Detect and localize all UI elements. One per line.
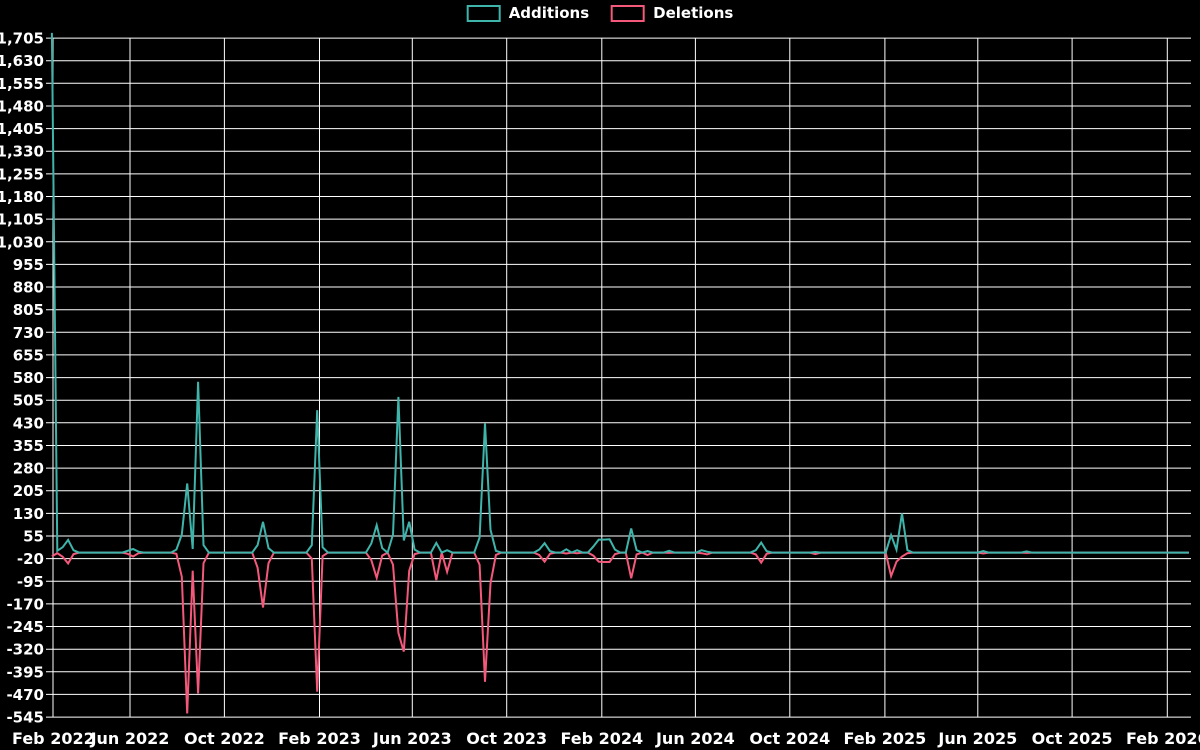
x-axis-tick-label: Oct 2023 (466, 729, 547, 748)
y-axis-tick-label: 1,555 (0, 75, 44, 93)
y-axis-tick-label: 1,180 (0, 188, 44, 206)
y-axis-tick-label: -320 (6, 641, 44, 659)
legend-item-additions: Additions (466, 4, 590, 22)
x-axis-tick-label: Oct 2024 (749, 729, 830, 748)
y-axis-tick-label: -95 (17, 573, 44, 591)
y-axis-tick-label: 430 (13, 414, 44, 432)
additions-line (50, 32, 1189, 555)
y-axis-tick-label: 1,330 (0, 143, 44, 161)
y-axis-tick-label: -20 (17, 550, 44, 568)
y-axis-tick-label: 655 (13, 346, 44, 364)
legend-item-deletions: Deletions (611, 5, 733, 22)
y-axis-tick-label: 1,105 (0, 211, 44, 229)
x-axis-tick-label: Jun 2025 (937, 729, 1017, 748)
x-axis-tick-label: Jun 2022 (90, 729, 170, 748)
y-axis-tick-label: 1,030 (0, 233, 44, 251)
x-axis-tick-label: Feb 2025 (844, 729, 927, 748)
y-axis-tick-label: 955 (13, 256, 44, 274)
additions-legend-label: Additions (508, 4, 590, 22)
y-axis-tick-label: -395 (6, 663, 44, 681)
y-axis-tick-label: 1,630 (0, 52, 44, 70)
y-axis-tick-label: 580 (13, 369, 44, 387)
y-axis-tick-label: 205 (13, 482, 44, 500)
y-axis-tick-label: 730 (13, 324, 44, 342)
y-axis-tick-label: 280 (13, 460, 44, 478)
y-axis-tick-label: -470 (6, 686, 44, 704)
x-axis-tick-label: Feb 2026 (1126, 729, 1200, 748)
deletions-line (51, 551, 1189, 714)
additions-swatch-icon (466, 5, 501, 22)
x-axis-tick-label: Feb 2023 (278, 729, 361, 748)
deletions-legend-label: Deletions (653, 4, 734, 22)
y-axis-tick-label: 130 (13, 505, 44, 523)
x-axis-tick-label: Oct 2022 (184, 729, 265, 748)
y-axis-tick-label: 1,255 (0, 165, 44, 183)
y-axis-tick-label: -245 (6, 618, 44, 636)
y-axis-tick-label: 805 (13, 301, 44, 319)
x-axis-tick-label: Feb 2022 (12, 729, 95, 748)
x-axis-tick-label: Jun 2023 (372, 729, 452, 748)
chart-legend: Additions Deletions (466, 4, 733, 22)
y-axis-tick-label: -545 (6, 709, 44, 727)
x-axis-tick-label: Jun 2024 (655, 729, 735, 748)
deletions-swatch-icon (611, 5, 646, 22)
y-axis-tick-label: 505 (13, 392, 44, 410)
x-axis-tick-label: Oct 2025 (1032, 729, 1113, 748)
y-axis-tick-label: 355 (13, 437, 44, 455)
y-axis-tick-label: 1,705 (0, 30, 44, 48)
y-axis-tick-label: -170 (6, 595, 44, 613)
y-axis-tick-label: 1,405 (0, 120, 44, 138)
x-axis-tick-label: Feb 2024 (560, 729, 643, 748)
y-axis-tick-label: 880 (13, 279, 44, 297)
y-axis-tick-label: 55 (23, 528, 44, 546)
y-axis-tick-label: 1,480 (0, 98, 44, 116)
